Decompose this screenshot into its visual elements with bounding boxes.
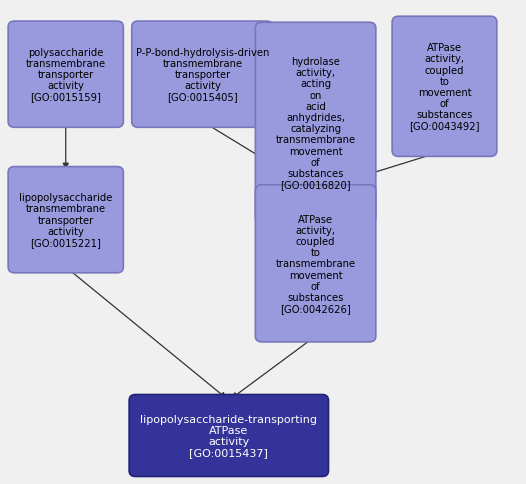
Text: ATPase
activity,
coupled
to
transmembrane
movement
of
substances
[GO:0042626]: ATPase activity, coupled to transmembran…: [276, 214, 356, 314]
FancyBboxPatch shape: [132, 22, 274, 128]
Text: hydrolase
activity,
acting
on
acid
anhydrides,
catalyzing
transmembrane
movement: hydrolase activity, acting on acid anhyd…: [276, 57, 356, 190]
FancyBboxPatch shape: [8, 22, 123, 128]
Text: ATPase
activity,
coupled
to
movement
of
substances
[GO:0043492]: ATPase activity, coupled to movement of …: [409, 43, 480, 131]
Text: polysaccharide
transmembrane
transporter
activity
[GO:0015159]: polysaccharide transmembrane transporter…: [26, 48, 106, 102]
Text: P-P-bond-hydrolysis-driven
transmembrane
transporter
activity
[GO:0015405]: P-P-bond-hydrolysis-driven transmembrane…: [136, 48, 269, 102]
FancyBboxPatch shape: [8, 167, 123, 273]
Text: lipopolysaccharide-transporting
ATPase
activity
[GO:0015437]: lipopolysaccharide-transporting ATPase a…: [140, 414, 317, 457]
FancyBboxPatch shape: [129, 395, 328, 476]
FancyBboxPatch shape: [256, 23, 376, 224]
FancyBboxPatch shape: [256, 185, 376, 342]
FancyBboxPatch shape: [392, 17, 497, 157]
Text: lipopolysaccharide
transmembrane
transporter
activity
[GO:0015221]: lipopolysaccharide transmembrane transpo…: [19, 193, 113, 247]
